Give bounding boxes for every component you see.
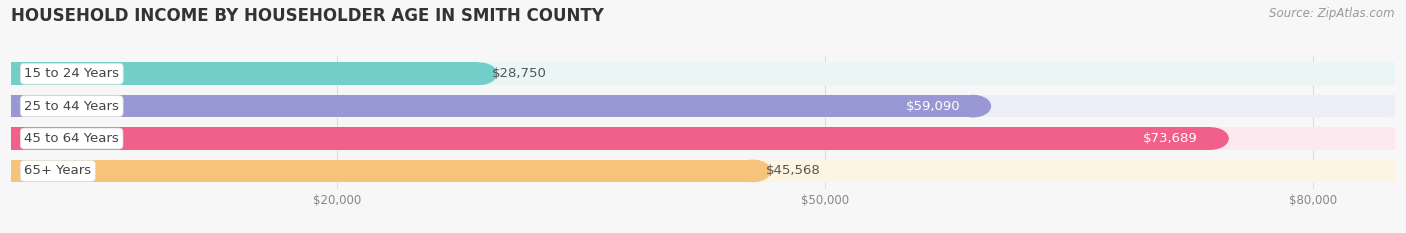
Ellipse shape bbox=[1376, 62, 1406, 85]
Ellipse shape bbox=[1376, 160, 1406, 182]
Ellipse shape bbox=[0, 160, 30, 182]
Ellipse shape bbox=[0, 95, 30, 117]
Bar bbox=[11, 95, 1395, 117]
Text: Source: ZipAtlas.com: Source: ZipAtlas.com bbox=[1270, 7, 1395, 20]
Text: $73,689: $73,689 bbox=[1143, 132, 1198, 145]
Text: 15 to 24 Years: 15 to 24 Years bbox=[24, 67, 120, 80]
Text: 45 to 64 Years: 45 to 64 Years bbox=[24, 132, 120, 145]
Text: 25 to 44 Years: 25 to 44 Years bbox=[24, 100, 120, 113]
Ellipse shape bbox=[1192, 127, 1229, 150]
Bar bbox=[11, 160, 1395, 182]
Ellipse shape bbox=[461, 62, 498, 85]
Ellipse shape bbox=[1376, 95, 1406, 117]
Ellipse shape bbox=[955, 95, 991, 117]
Bar bbox=[11, 62, 479, 85]
Ellipse shape bbox=[0, 62, 30, 85]
Text: 65+ Years: 65+ Years bbox=[24, 164, 91, 177]
Text: $45,568: $45,568 bbox=[766, 164, 821, 177]
Text: $28,750: $28,750 bbox=[492, 67, 547, 80]
Bar bbox=[11, 95, 973, 117]
Ellipse shape bbox=[1376, 127, 1406, 150]
Bar bbox=[11, 62, 1395, 85]
Bar bbox=[11, 160, 754, 182]
Ellipse shape bbox=[735, 160, 770, 182]
Bar bbox=[11, 127, 1395, 150]
Text: $59,090: $59,090 bbox=[905, 100, 960, 113]
Text: HOUSEHOLD INCOME BY HOUSEHOLDER AGE IN SMITH COUNTY: HOUSEHOLD INCOME BY HOUSEHOLDER AGE IN S… bbox=[11, 7, 605, 25]
Bar bbox=[11, 127, 1211, 150]
Ellipse shape bbox=[0, 127, 30, 150]
